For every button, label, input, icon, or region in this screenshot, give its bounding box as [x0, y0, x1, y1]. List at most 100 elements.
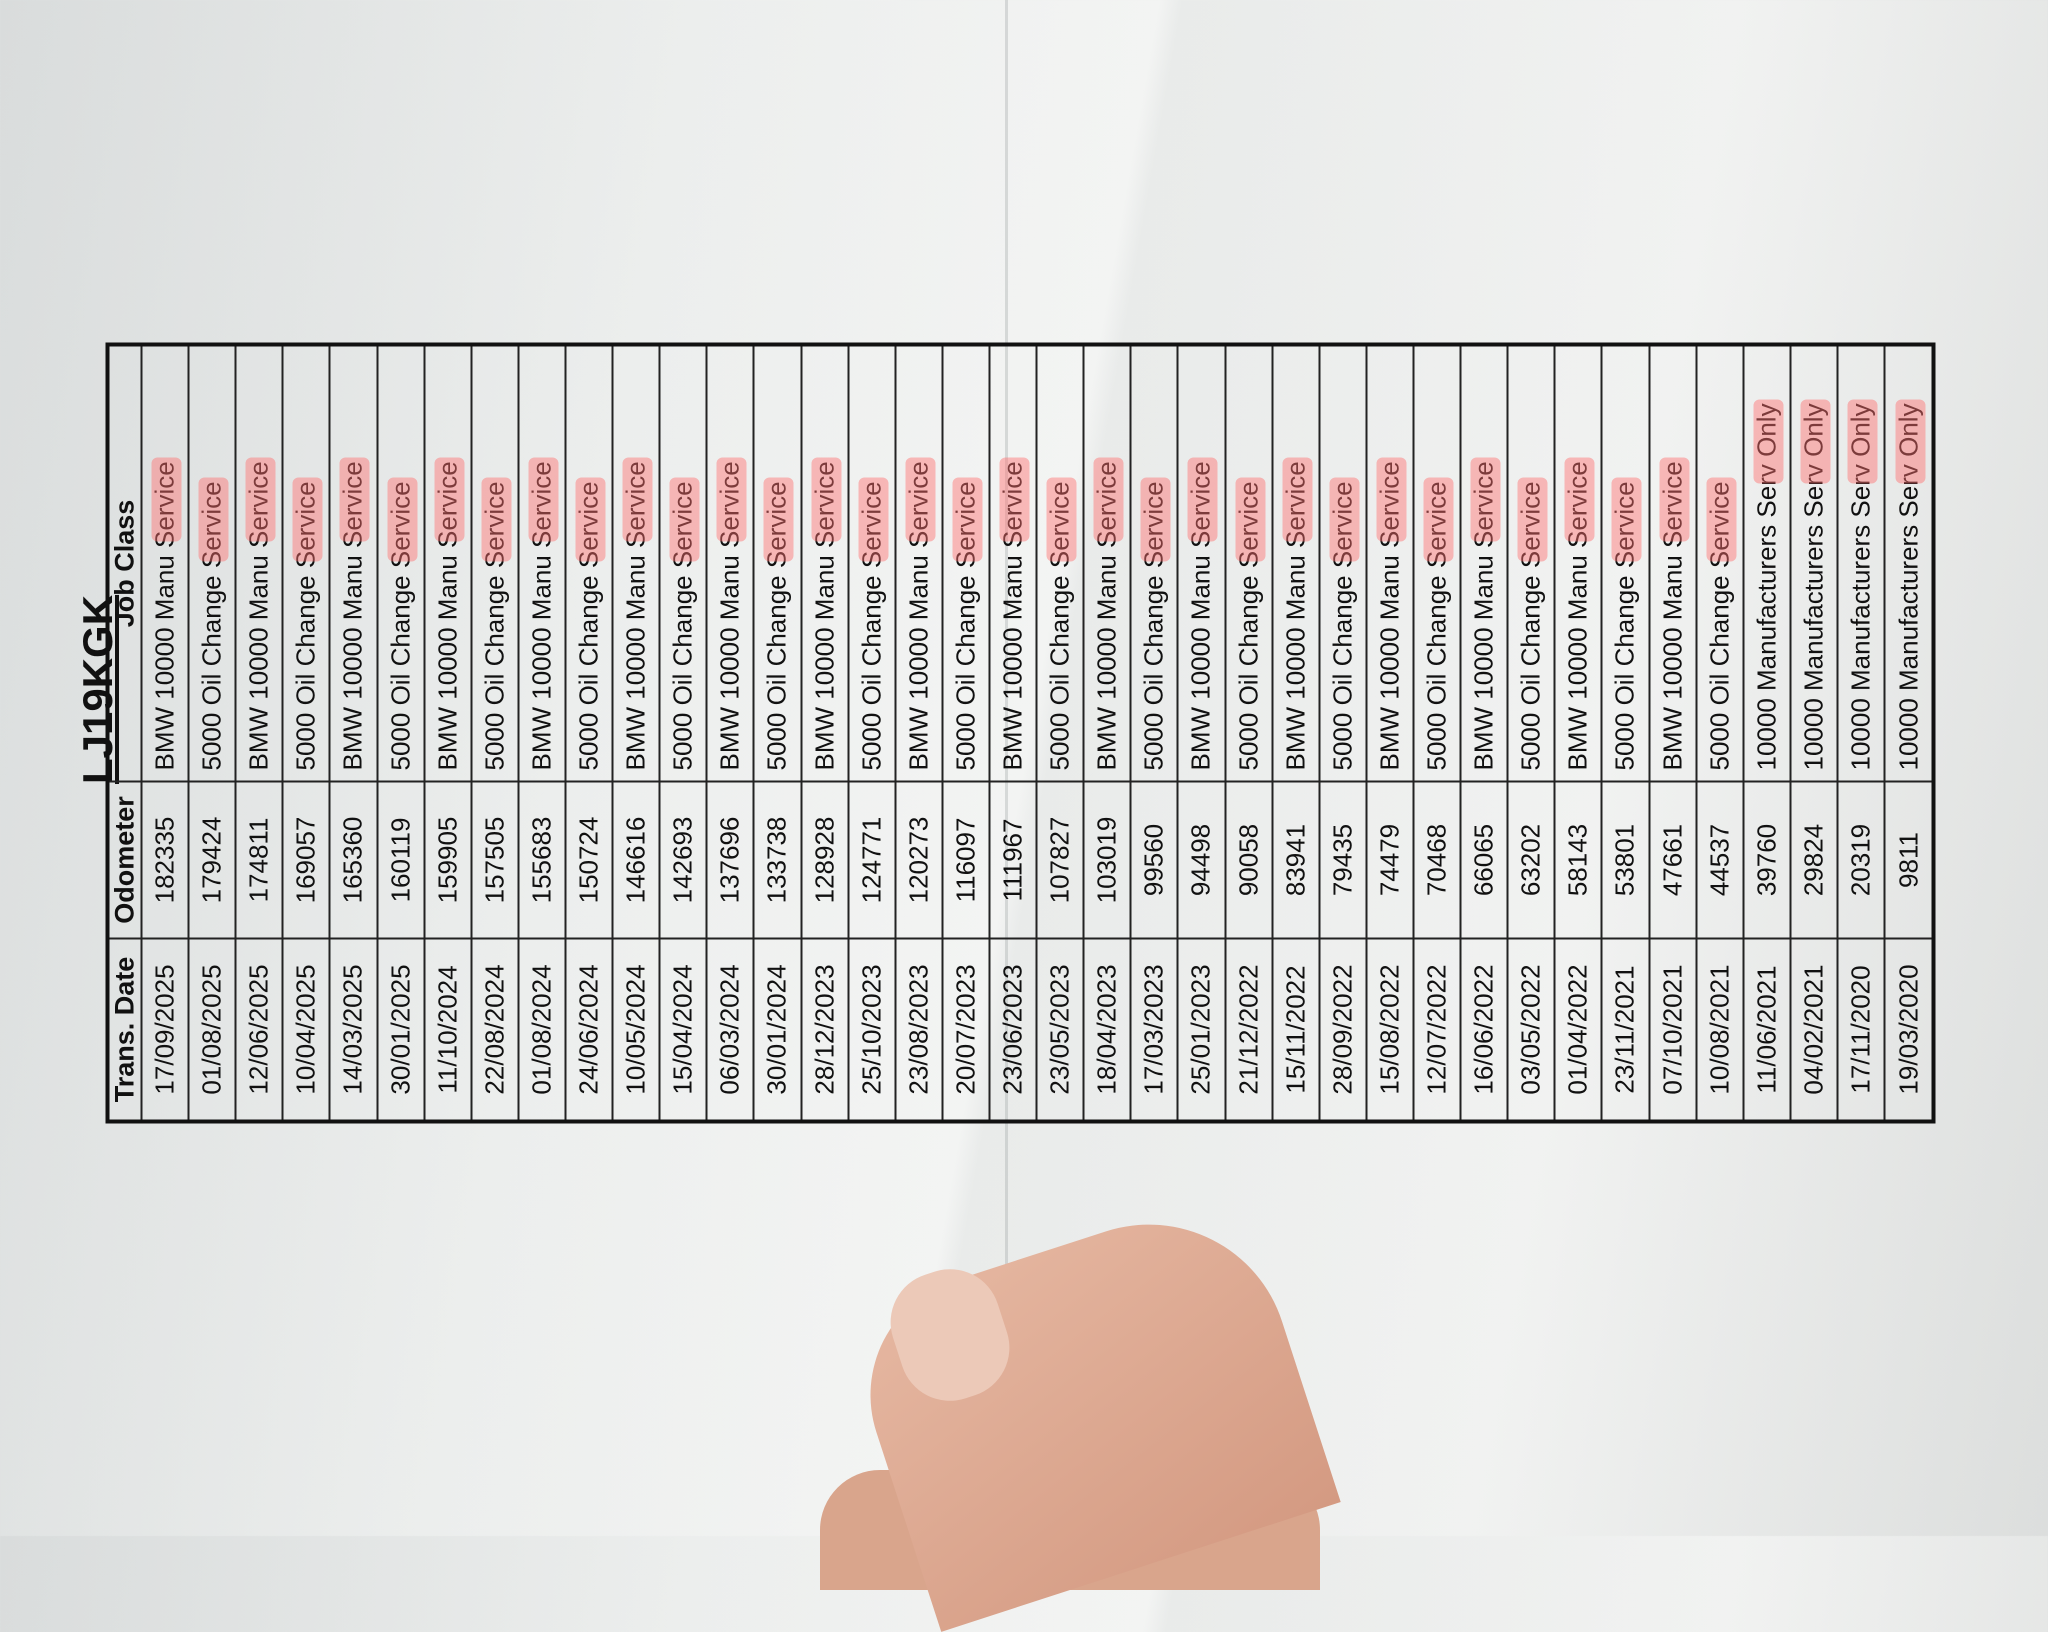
job-class-cell: BMW 10000 Manu Service: [518, 344, 566, 782]
job-class-text: BMW 10000 Manu Service: [1185, 461, 1216, 771]
trans-date-cell: 01/08/2025: [188, 938, 236, 1122]
table-row: 01/08/2025 179424 5000 Oil Change Service: [188, 344, 236, 1122]
odometer-cell: 79435: [1319, 781, 1367, 939]
odometer-cell: 29824: [1790, 781, 1838, 939]
odometer-cell: 20319: [1837, 781, 1885, 939]
table-row: 23/11/2021 53801 5000 Oil Change Service: [1601, 344, 1649, 1122]
table-row: 10/08/2021 44537 5000 Oil Change Service: [1696, 344, 1744, 1122]
trans-date-cell: 01/04/2022: [1554, 938, 1602, 1122]
job-class-text: 5000 Oil Change Service: [856, 481, 887, 771]
odometer-cell: 137696: [706, 781, 754, 939]
job-class-text: 10000 Manufacturers Serv Only: [1893, 403, 1924, 771]
job-class-cell: 5000 Oil Change Service: [848, 344, 896, 782]
odometer-cell: 94498: [1177, 781, 1226, 939]
job-class-cell: BMW 10000 Manu Service: [1272, 344, 1320, 782]
job-class-cell: BMW 10000 Manu Service: [141, 344, 189, 782]
job-class-cell: BMW 10000 Manu Service: [424, 344, 472, 782]
odometer-cell: 160119: [377, 781, 425, 939]
odometer-cell: 128928: [801, 781, 849, 939]
table-row: 01/04/2022 58143 BMW 10000 Manu Service: [1554, 344, 1602, 1122]
job-class-text: 10000 Manufacturers Serv Only: [1751, 403, 1782, 771]
table-row: 19/03/2020 9811 10000 Manufacturers Serv O…: [1884, 344, 1934, 1122]
odometer-cell: 9811: [1884, 781, 1934, 939]
job-class-text: 5000 Oil Change Service: [1233, 481, 1264, 771]
odometer-cell: 124771: [848, 781, 896, 939]
service-history-table-wrapper: Trans. Date Odometer Job Class 17/09/202…: [105, 342, 1936, 1124]
odometer-cell: 182335: [141, 781, 189, 939]
trans-date-cell: 19/03/2020: [1884, 938, 1934, 1122]
job-class-text: BMW 10000 Manu Service: [1562, 461, 1593, 771]
job-class-text: 5000 Oil Change Service: [761, 481, 792, 771]
job-class-text: 5000 Oil Change Service: [1421, 481, 1452, 771]
table-row: 25/10/2023 124771 5000 Oil Change Service: [848, 344, 896, 1122]
trans-date-cell: 11/10/2024: [424, 938, 472, 1122]
job-class-cell: 5000 Oil Change Service: [1413, 344, 1461, 782]
odometer-cell: 111967: [989, 781, 1037, 939]
job-class-cell: BMW 10000 Manu Service: [1366, 344, 1414, 782]
job-class-text: 5000 Oil Change Service: [290, 481, 321, 771]
job-class-text: BMW 10000 Manu Service: [714, 461, 745, 771]
job-class-cell: 5000 Oil Change Service: [1507, 344, 1555, 782]
odometer-cell: 90058: [1225, 781, 1273, 939]
job-class-text: 10000 Manufacturers Serv Only: [1845, 403, 1876, 771]
job-class-cell: BMW 10000 Manu Service: [1177, 344, 1226, 782]
trans-date-cell: 17/03/2023: [1130, 938, 1178, 1122]
job-class-text: 5000 Oil Change Service: [385, 481, 416, 771]
trans-date-cell: 10/04/2025: [282, 938, 330, 1122]
table-row: 17/03/2023 99560 5000 Oil Change Service: [1130, 344, 1178, 1122]
job-class-text: 5000 Oil Change Service: [573, 481, 604, 771]
job-class-text: BMW 10000 Manu Service: [1657, 461, 1688, 771]
job-class-cell: 5000 Oil Change Service: [565, 344, 613, 782]
trans-date-cell: 15/11/2022: [1272, 938, 1320, 1122]
odometer-cell: 169057: [282, 781, 330, 939]
table-row: 23/06/2023 111967 BMW 10000 Manu Service: [989, 344, 1037, 1122]
table-row: 01/08/2024 155683 BMW 10000 Manu Service: [518, 344, 566, 1122]
trans-date-cell: 12/07/2022: [1413, 938, 1461, 1122]
table-row: 22/08/2024 157505 5000 Oil Change Service: [471, 344, 519, 1122]
trans-date-cell: 01/08/2024: [518, 938, 566, 1122]
trans-date-cell: 03/05/2022: [1507, 938, 1555, 1122]
table-row: 23/05/2023 107827 5000 Oil Change Service: [1036, 344, 1084, 1122]
job-class-text: BMW 10000 Manu Service: [337, 461, 368, 771]
job-class-cell: 5000 Oil Change Service: [471, 344, 519, 782]
job-class-text: BMW 10000 Manu Service: [903, 461, 934, 771]
table-row: 11/10/2024 159905 BMW 10000 Manu Service: [424, 344, 472, 1122]
trans-date-cell: 18/04/2023: [1083, 938, 1131, 1122]
trans-date-cell: 07/10/2021: [1649, 938, 1697, 1122]
odometer-cell: 159905: [424, 781, 472, 939]
table-row: 28/09/2022 79435 5000 Oil Change Service: [1319, 344, 1367, 1122]
job-class-cell: 10000 Manufacturers Serv Only: [1884, 344, 1934, 782]
table-row: 11/06/2021 39760 10000 Manufacturers Serv …: [1743, 344, 1791, 1122]
job-class-cell: BMW 10000 Manu Service: [329, 344, 378, 782]
odometer-cell: 39760: [1743, 781, 1791, 939]
table-row: 25/01/2023 94498 BMW 10000 Manu Service: [1177, 344, 1226, 1122]
trans-date-cell: 17/11/2020: [1837, 938, 1885, 1122]
job-class-cell: 5000 Oil Change Service: [1036, 344, 1084, 782]
job-class-cell: 5000 Oil Change Service: [1225, 344, 1273, 782]
job-class-text: BMW 10000 Manu Service: [1280, 461, 1311, 771]
job-class-cell: 10000 Manufacturers Serv Only: [1743, 344, 1791, 782]
job-class-cell: 5000 Oil Change Service: [753, 344, 802, 782]
odometer-cell: 179424: [188, 781, 236, 939]
trans-date-cell: 22/08/2024: [471, 938, 519, 1122]
job-class-cell: 5000 Oil Change Service: [1130, 344, 1178, 782]
job-class-text: 5000 Oil Change Service: [1515, 481, 1546, 771]
trans-date-cell: 23/11/2021: [1601, 938, 1649, 1122]
job-class-cell: BMW 10000 Manu Service: [706, 344, 754, 782]
table-row: 07/10/2021 47661 BMW 10000 Manu Service: [1649, 344, 1697, 1122]
odometer-cell: 47661: [1649, 781, 1697, 939]
job-class-cell: BMW 10000 Manu Service: [801, 344, 849, 782]
trans-date-cell: 11/06/2021: [1743, 938, 1791, 1122]
job-class-cell: 5000 Oil Change Service: [188, 344, 236, 782]
table-header-row: Trans. Date Odometer Job Class: [107, 344, 142, 1122]
job-class-cell: BMW 10000 Manu Service: [1083, 344, 1131, 782]
table-row: 15/08/2022 74479 BMW 10000 Manu Service: [1366, 344, 1414, 1122]
job-class-cell: BMW 10000 Manu Service: [1649, 344, 1697, 782]
job-class-text: BMW 10000 Manu Service: [243, 461, 274, 771]
trans-date-cell: 06/03/2024: [706, 938, 754, 1122]
job-class-text: BMW 10000 Manu Service: [809, 461, 840, 771]
trans-date-cell: 23/05/2023: [1036, 938, 1084, 1122]
job-class-text: BMW 10000 Manu Service: [1468, 461, 1499, 771]
service-history-table: Trans. Date Odometer Job Class 17/09/202…: [105, 342, 1936, 1124]
header-trans-date: Trans. Date: [107, 938, 142, 1122]
